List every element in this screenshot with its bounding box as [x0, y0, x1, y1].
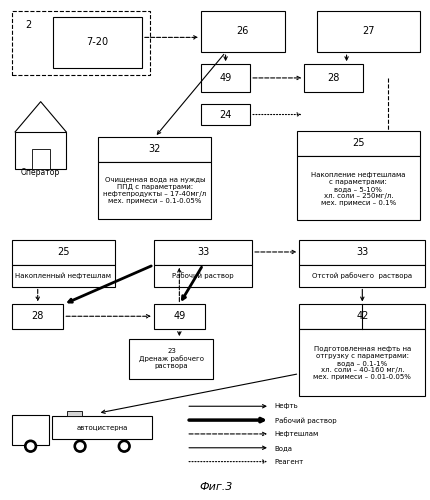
Text: Оператор: Оператор	[21, 168, 60, 177]
Bar	[299, 304, 424, 329]
Text: Нефтешлам: Нефтешлам	[274, 431, 318, 437]
Bar	[98, 138, 210, 162]
Text: Отстой рабочего  раствора: Отстой рабочего раствора	[311, 272, 412, 279]
Bar	[53, 16, 141, 68]
Circle shape	[121, 443, 127, 450]
Text: 7-20: 7-20	[86, 38, 108, 48]
Text: Очищенная вода на нужды
ППД с параметрами:
нефтепродукты – 17-40мг/л
мех. примес: Очищенная вода на нужды ППД с параметрам…	[103, 177, 206, 204]
Bar	[200, 10, 284, 52]
Text: 42: 42	[355, 312, 368, 322]
Text: Накопление нефтешлама
с параметрами:
вода – 5-10%
хл. соли – 250мг/л.
мех. приме: Накопление нефтешлама с параметрами: вод…	[310, 172, 405, 205]
Bar	[32, 148, 49, 169]
Text: Подготовленная нефть на
отгрузку с параметрами:
вода – 0.1-1%
хл. соли – 40-160 : Подготовленная нефть на отгрузку с парам…	[313, 346, 410, 380]
Text: автоцистерна: автоцистерна	[76, 424, 128, 430]
Text: 25: 25	[57, 247, 69, 257]
Circle shape	[25, 440, 37, 452]
Bar	[304, 64, 362, 92]
Text: 49: 49	[219, 73, 231, 83]
Bar	[12, 10, 150, 75]
Text: 24: 24	[219, 110, 231, 120]
Circle shape	[118, 440, 130, 452]
Bar	[316, 10, 419, 52]
Text: Накопленный нефтешлам: Накопленный нефтешлам	[15, 272, 111, 279]
Text: Фиг.3: Фиг.3	[199, 482, 232, 492]
Bar	[15, 132, 66, 169]
Bar	[299, 240, 424, 265]
Bar	[200, 104, 249, 126]
Text: 27: 27	[361, 26, 374, 36]
Bar	[154, 304, 204, 329]
Bar	[299, 265, 424, 286]
Text: Нефть: Нефть	[274, 403, 298, 409]
Text: Вода: Вода	[274, 445, 292, 451]
Bar	[52, 416, 152, 439]
Text: 33: 33	[355, 247, 368, 257]
Bar	[67, 411, 82, 416]
Bar	[200, 64, 249, 92]
Bar	[297, 156, 419, 220]
Bar	[12, 265, 115, 286]
Text: 28: 28	[31, 312, 44, 322]
Circle shape	[27, 443, 34, 450]
Text: 49: 49	[173, 312, 185, 322]
Bar	[12, 240, 115, 265]
Circle shape	[77, 443, 83, 450]
Text: 33: 33	[197, 247, 209, 257]
Bar	[299, 329, 424, 396]
Bar	[154, 240, 252, 265]
Bar	[12, 304, 63, 329]
Text: 23
Дренаж рабочего
раствора: 23 Дренаж рабочего раствора	[138, 348, 203, 370]
Text: Реагент: Реагент	[274, 458, 303, 464]
Text: Рабочий раствор: Рабочий раствор	[274, 416, 336, 424]
Text: 26: 26	[236, 26, 248, 36]
Bar	[98, 162, 210, 220]
Text: 2: 2	[26, 20, 32, 30]
Text: 32: 32	[148, 144, 160, 154]
Bar	[129, 339, 212, 378]
Text: Рабочий раствор: Рабочий раствор	[172, 272, 233, 279]
Circle shape	[74, 440, 86, 452]
Bar	[154, 265, 252, 286]
Text: 28: 28	[327, 73, 339, 83]
Bar	[12, 414, 49, 444]
Bar	[297, 132, 419, 156]
Text: 25: 25	[351, 138, 364, 148]
